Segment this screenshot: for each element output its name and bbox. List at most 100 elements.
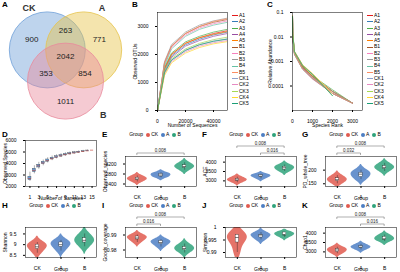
html-text:B3: B3	[374, 56, 381, 63]
html-text:A5: A5	[239, 37, 246, 44]
svg-text:6000: 6000	[5, 137, 16, 143]
svg-text:Observed_species: Observed_species	[102, 150, 108, 192]
svg-text:Number of Samples: Number of Samples	[39, 195, 84, 201]
svg-text:Simpson: Simpson	[202, 233, 208, 253]
svg-text:CK: CK	[134, 194, 142, 200]
svg-text:CK: CK	[334, 194, 342, 200]
svg-text:B: B	[83, 265, 87, 271]
html-text:B4: B4	[239, 62, 246, 69]
svg-text:0.001: 0.001	[271, 58, 284, 65]
svg-text:Number of Sequences: Number of Sequences	[168, 122, 218, 128]
svg-text:Observed OTUs: Observed OTUs	[132, 43, 138, 80]
svg-text:CK: CK	[134, 265, 142, 271]
svg-text:150: 150	[308, 180, 317, 186]
svg-text:9.5: 9.5	[10, 231, 17, 237]
html-text:A3: A3	[374, 24, 381, 31]
svg-text:3000: 3000	[347, 118, 358, 124]
svg-text:0: 0	[146, 107, 149, 113]
html-text:B4: B4	[374, 62, 381, 69]
html-text:B1: B1	[374, 43, 381, 50]
svg-text:Chao1: Chao1	[302, 235, 308, 250]
svg-text:0: 0	[156, 118, 159, 124]
html-text:CK3: CK3	[239, 87, 249, 94]
svg-text:Group: Group	[254, 266, 268, 272]
svg-text:B: B	[283, 265, 287, 271]
svg-text:0.1: 0.1	[277, 9, 284, 15]
html-text:CK4: CK4	[239, 93, 249, 100]
svg-text:9: 9	[14, 241, 17, 247]
svg-text:0.016: 0.016	[267, 148, 279, 153]
html-text:A4: A4	[374, 30, 381, 37]
svg-text:Group: Group	[154, 266, 168, 272]
svg-text:A: A	[99, 3, 106, 13]
svg-text:0.99: 0.99	[107, 232, 117, 238]
svg-text:4000: 4000	[205, 159, 216, 165]
svg-text:Observed Species: Observed Species	[2, 143, 8, 184]
svg-text:3000: 3000	[205, 177, 216, 183]
svg-text:15: 15	[89, 194, 95, 200]
svg-text:0.0001: 0.0001	[268, 82, 284, 89]
html-text:A3: A3	[239, 24, 246, 31]
svg-text:B: B	[283, 194, 287, 200]
svg-text:Relative Abundance: Relative Abundance	[267, 39, 273, 84]
svg-text:B: B	[100, 110, 107, 120]
svg-text:771: 771	[93, 35, 107, 44]
svg-text:0.016: 0.016	[143, 219, 155, 224]
html-text:A5: A5	[374, 37, 381, 44]
svg-text:2000: 2000	[137, 51, 148, 57]
svg-text:0.016: 0.016	[367, 219, 379, 224]
svg-text:CK: CK	[23, 3, 36, 13]
svg-text:200: 200	[308, 167, 317, 173]
html-text:B1: B1	[239, 43, 246, 50]
svg-text:Shannon: Shannon	[2, 232, 8, 252]
svg-text:0.98: 0.98	[107, 247, 117, 253]
svg-text:B: B	[383, 194, 387, 200]
html-text:A2: A2	[239, 18, 246, 25]
svg-text:3000: 3000	[137, 23, 148, 29]
html-text:B2: B2	[239, 49, 246, 56]
svg-text:Group: Group	[54, 266, 68, 272]
svg-text:B: B	[183, 194, 187, 200]
svg-text:0.008: 0.008	[255, 141, 267, 146]
svg-text:1000: 1000	[137, 79, 148, 85]
svg-text:0.032: 0.032	[343, 148, 355, 153]
svg-text:0.008: 0.008	[155, 212, 167, 217]
svg-text:0: 0	[291, 118, 294, 124]
svg-text:ACE: ACE	[202, 166, 208, 177]
svg-text:0.008: 0.008	[155, 148, 167, 153]
svg-text:2042: 2042	[57, 52, 75, 61]
html-text:CK5: CK5	[239, 100, 249, 107]
svg-text:PD_whole_tree: PD_whole_tree	[302, 154, 308, 188]
svg-text:CK: CK	[234, 265, 242, 271]
svg-text:1011: 1011	[57, 97, 75, 106]
svg-text:CK: CK	[334, 265, 342, 271]
svg-text:Group: Group	[354, 266, 368, 272]
svg-text:1: 1	[29, 194, 32, 200]
svg-text:Species Rank: Species Rank	[312, 122, 343, 128]
html-text:B3: B3	[239, 56, 246, 63]
svg-text:CK: CK	[34, 265, 42, 271]
svg-text:4000: 4000	[305, 230, 316, 236]
svg-text:900: 900	[25, 35, 39, 44]
svg-text:Goods_coverage: Goods_coverage	[102, 223, 108, 261]
svg-text:Group: Group	[154, 195, 168, 201]
html-text:CK2: CK2	[239, 81, 249, 88]
svg-text:Group: Group	[354, 195, 368, 201]
svg-text:B: B	[183, 265, 187, 271]
svg-text:CK: CK	[234, 194, 242, 200]
svg-text:B: B	[383, 265, 387, 271]
svg-text:Group: Group	[254, 195, 268, 201]
svg-text:1: 1	[214, 224, 217, 230]
html-text:A4: A4	[239, 30, 246, 37]
svg-text:0.99: 0.99	[207, 249, 217, 255]
svg-text:854: 854	[78, 69, 92, 78]
html-text:B5: B5	[239, 68, 246, 75]
svg-text:263: 263	[59, 26, 73, 35]
svg-text:0.008: 0.008	[355, 141, 367, 146]
svg-text:0.01: 0.01	[274, 34, 284, 40]
html-text:B2: B2	[374, 49, 381, 56]
svg-text:0.008: 0.008	[355, 212, 367, 217]
html-text:A2: A2	[374, 18, 381, 25]
svg-text:8.5: 8.5	[10, 252, 17, 258]
svg-text:353: 353	[39, 69, 53, 78]
